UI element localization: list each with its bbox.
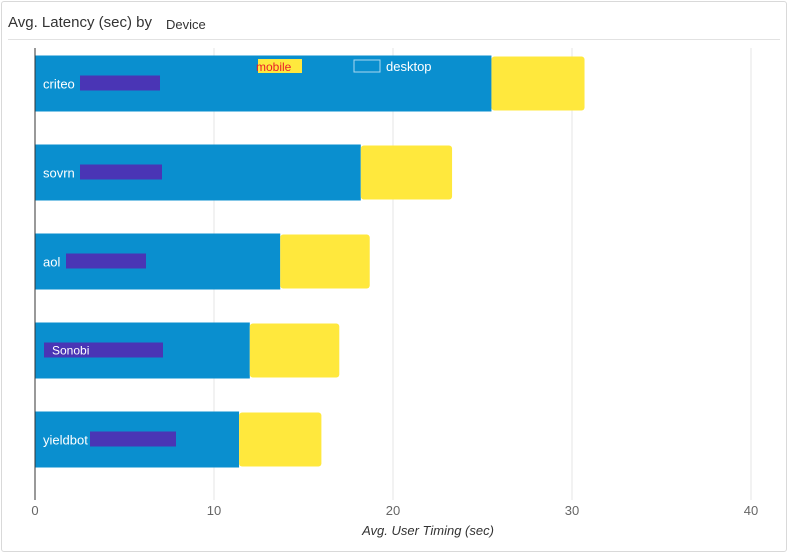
x-tick-label-40: 40 [744, 503, 758, 518]
legend-swatch-desktop[interactable] [353, 59, 381, 73]
bar-mobile-criteo[interactable] [491, 56, 585, 111]
redaction-mark-sovrn [80, 164, 162, 180]
x-tick-label-0: 0 [31, 503, 38, 518]
redaction-mark-criteo [80, 75, 160, 91]
legend-swatch-mobile[interactable] [258, 59, 302, 73]
x-tick-label-30: 30 [565, 503, 579, 518]
category-label-criteo: criteo [43, 77, 75, 92]
category-label-overlay-sonobi: Sonobi [52, 344, 89, 358]
panel-header: Avg. Latency (sec) by Device [2, 2, 786, 40]
category-label-aol: aol [43, 255, 60, 270]
panel-title: Avg. Latency (sec) by [8, 14, 152, 31]
bar-mobile-yieldbot[interactable] [239, 412, 322, 467]
bar-mobile-sovrn[interactable] [360, 145, 453, 200]
dimension-selector[interactable]: Device [166, 17, 206, 32]
redaction-mark-sonobi [44, 342, 163, 358]
bar-mobile-sonobi[interactable] [249, 323, 340, 378]
x-tick-label-10: 10 [207, 503, 221, 518]
category-label-yieldbot: yieldbot [43, 433, 88, 448]
header-divider [8, 39, 780, 40]
legend-label-desktop[interactable]: desktop [386, 59, 432, 74]
redaction-mark-yieldbot [90, 431, 176, 447]
redaction-mark-aol [66, 253, 146, 269]
x-axis-title: Avg. User Timing (sec) [361, 523, 494, 538]
category-label-sovrn: sovrn [43, 166, 75, 181]
legend-label-mobile[interactable]: mobile [256, 60, 292, 74]
bar-mobile-aol[interactable] [280, 234, 370, 289]
x-tick-label-20: 20 [386, 503, 400, 518]
